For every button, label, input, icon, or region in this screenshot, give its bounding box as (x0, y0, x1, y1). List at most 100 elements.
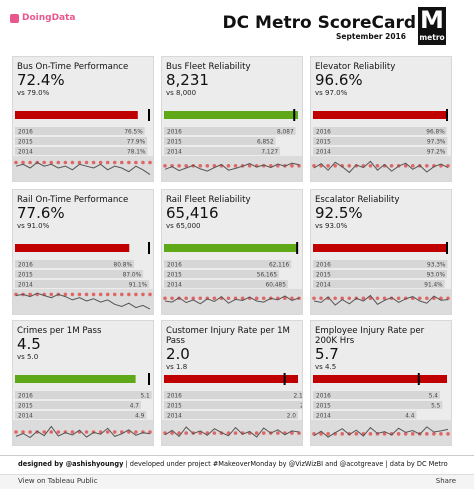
year-label: 2015 (167, 404, 182, 410)
target-dot (205, 164, 210, 168)
target-dot (127, 292, 131, 297)
year-bar (313, 147, 448, 155)
year-label: 2014 (18, 283, 33, 289)
target-dot (410, 432, 415, 436)
card-title: Bus Fleet Reliability (166, 62, 251, 72)
bullet-bar (164, 375, 298, 383)
year-label: 2015 (18, 404, 33, 410)
target-dot (21, 160, 25, 165)
scorecard: Customer Injury Rate per 1M Pass 2.0 vs 1.… (161, 320, 303, 446)
card-chart: 2016 8,087 2015 6,852 2014 7,127 (162, 109, 302, 181)
year-value: 56,165 (257, 273, 278, 279)
target-dot (134, 430, 138, 434)
year-label: 2015 (316, 273, 331, 279)
year-value: 78.1% (127, 150, 146, 156)
year-bar (164, 127, 296, 135)
target-dot (326, 164, 330, 168)
target-dot (240, 296, 245, 301)
target-dot (290, 296, 294, 301)
target-dot (63, 292, 68, 297)
card-target: vs 97.0% (315, 89, 348, 97)
card-title: Employee Injury Rate per 200K Hrs (315, 326, 425, 346)
target-dot (105, 430, 110, 434)
year-bar (164, 280, 288, 288)
target-dot (446, 296, 450, 301)
target-dot (382, 432, 387, 436)
card-target: vs 4.5 (315, 363, 337, 371)
target-dot (177, 164, 181, 168)
year-label: 2016 (167, 263, 182, 269)
target-dot (261, 296, 266, 301)
target-dot (432, 432, 436, 436)
target-dot (56, 430, 61, 434)
target-dot (148, 292, 152, 297)
trend-bg (13, 156, 153, 181)
card-value: 4.5 (17, 335, 41, 353)
year-value: 91.4% (424, 283, 443, 289)
trend-line (313, 160, 449, 174)
card-target: vs 93.0% (315, 222, 348, 230)
target-dot (84, 292, 89, 297)
year-bar (313, 280, 445, 288)
target-dot (134, 292, 138, 297)
year-value: 96.8% (426, 130, 445, 136)
card-value: 65,416 (166, 204, 219, 222)
target-dot (319, 296, 323, 301)
title: DC Metro ScoreCard (222, 13, 416, 33)
year-value: 97.2% (427, 150, 446, 156)
bullet-bar (164, 244, 298, 252)
year-bar (15, 401, 141, 409)
year-value: 5.5 (431, 404, 441, 410)
target-dot (410, 164, 415, 168)
target-dot (112, 160, 117, 165)
year-label: 2014 (316, 283, 331, 289)
bullet-bar (164, 111, 298, 119)
card-chart: 2016 5.1 2015 4.7 2014 4.9 (13, 373, 153, 445)
trend-line (15, 425, 151, 439)
year-value: 76.5% (124, 130, 143, 136)
year-label: 2016 (167, 130, 182, 136)
card-title: Rail Fleet Reliability (166, 195, 251, 205)
card-target: vs 8,000 (166, 89, 197, 97)
trend-line (164, 426, 300, 438)
target-dot (226, 164, 231, 168)
target-dot (261, 431, 266, 435)
target-dot (198, 296, 203, 301)
target-dot (141, 292, 145, 297)
logo-icon (10, 14, 19, 23)
year-bar (15, 127, 145, 135)
year-label: 2016 (316, 130, 331, 136)
card-title: Rail On-Time Performance (17, 195, 129, 205)
view-link[interactable]: View on Tableau Public (18, 477, 98, 485)
year-value: 5.4 (429, 394, 439, 400)
target-dot (290, 164, 294, 168)
year-bar (164, 270, 280, 278)
year-label: 2014 (167, 150, 182, 156)
year-label: 2016 (18, 130, 33, 136)
target-dot (389, 164, 394, 168)
target-dot (198, 431, 203, 435)
year-bar (15, 391, 152, 399)
year-value: 60,485 (266, 283, 287, 289)
year-bar (15, 137, 148, 145)
target-dot (84, 160, 89, 165)
card-value: 92.5% (315, 204, 363, 222)
year-bar (164, 260, 292, 268)
scorecard: Elevator Reliability 96.6% vs 97.0% 2016 96.… (310, 56, 452, 182)
bullet-bar (313, 244, 447, 252)
target-dot (77, 292, 82, 297)
year-value: 80.8% (114, 263, 133, 269)
target-dot (98, 292, 103, 297)
target-dot (77, 160, 82, 165)
card-target: vs 91.0% (17, 222, 50, 230)
trend-bg (311, 156, 451, 181)
year-bar (164, 137, 276, 145)
scorecard: Employee Injury Rate per 200K Hrs 5.7 vs 4… (310, 320, 452, 446)
target-dot (191, 296, 196, 301)
card-chart: 2016 96.8% 2015 97.3% 2014 97.2% (311, 109, 451, 181)
footer-text: | developed under project #MakeoverMonda… (123, 460, 448, 468)
year-bar (313, 260, 448, 268)
target-dot (254, 296, 259, 301)
year-value: 5.1 (140, 394, 150, 400)
share-button[interactable]: Share (435, 477, 456, 485)
